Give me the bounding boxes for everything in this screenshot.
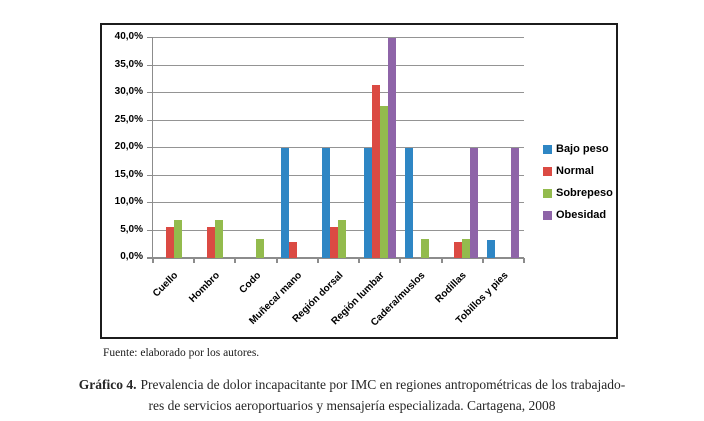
bar-group-1: [153, 37, 194, 258]
bar-sobrepeso: [256, 239, 265, 258]
y-axis-label: 0,0%: [120, 251, 143, 262]
bar-sobrepeso: [379, 106, 388, 258]
bar-normal: [454, 242, 463, 258]
x-axis-tick: [523, 258, 525, 263]
y-axis-label: 40,0%: [114, 31, 143, 42]
plot-area: [147, 37, 525, 263]
caption-line-1: Gráfico 4. Prevalencia de dolor incapacit…: [0, 374, 704, 395]
bar-group-6: [359, 37, 400, 258]
y-axis-label: 30,0%: [114, 86, 143, 97]
bar-normal: [371, 85, 380, 258]
y-axis-label: 25,0%: [114, 113, 143, 125]
bar-group-5: [318, 37, 359, 258]
bar-bajo-peso: [322, 148, 331, 258]
y-axis-labels: 0,0% 5,0% 10,0% 15,0% 20,0% 25,0% 30,0% 35,0% 40…: [102, 31, 143, 262]
y-axis-label: 35,0%: [114, 58, 143, 70]
caption-figure-label: Gráfico 4.: [78, 377, 137, 392]
x-axis-label: Cuello: [151, 270, 181, 300]
bar-bajo-peso: [281, 148, 290, 258]
x-axis-label: Codo: [236, 270, 263, 296]
gridline-20: [153, 147, 524, 148]
legend-item-bajo-peso: Bajo peso: [543, 143, 613, 156]
legend-swatch: [543, 189, 552, 198]
caption-line1-text: Prevalencia de dolor incapacitante por I…: [140, 377, 626, 392]
legend-item-obesidad: Obesidad: [543, 209, 613, 222]
x-axis-tick: [234, 258, 237, 263]
bar-sobrepeso: [214, 220, 223, 258]
bar-normal: [206, 226, 215, 258]
x-axis-tick: [399, 258, 402, 263]
x-axis-labels: Cuello Hombro Codo Muñeca/ mano Región dorsa…: [151, 264, 523, 334]
legend-item-sobrepeso: Sobrepeso: [543, 187, 613, 200]
y-axis-tick: [147, 64, 153, 66]
x-axis-tick: [358, 258, 361, 263]
x-axis-tick: [481, 258, 484, 263]
y-axis-label: 5,0%: [120, 223, 143, 235]
y-axis-tick: [147, 92, 153, 93]
y-axis-tick: [147, 202, 153, 203]
legend-swatch: [543, 167, 552, 176]
y-axis-tick: [147, 229, 153, 231]
caption-line-2: res de servicios aeroportuarios y mensaj…: [148, 398, 556, 413]
bar-group-3: [235, 37, 276, 258]
x-axis-line: [147, 257, 524, 259]
bar-bajo-peso: [363, 148, 372, 258]
bar-group-7: [400, 37, 441, 258]
bar-bajo-peso: [404, 148, 413, 258]
bar-normal: [289, 242, 298, 258]
x-axis-tick: [316, 258, 319, 263]
y-axis-label: 10,0%: [114, 196, 143, 207]
chart-frame: 0,0% 5,0% 10,0% 15,0% 20,0% 25,0% 30,0% 35,0% 40…: [100, 23, 618, 339]
legend-item-normal: Normal: [543, 165, 613, 178]
bar-obesidad: [470, 148, 479, 258]
legend-label: Normal: [556, 165, 594, 177]
bar-sobrepeso: [338, 220, 347, 258]
legend-label: Obesidad: [556, 209, 607, 221]
y-axis-label: 20,0%: [114, 141, 143, 152]
legend-swatch: [543, 211, 552, 220]
gridline-40: [153, 37, 524, 38]
gridline-10: [153, 202, 524, 203]
gridline-15: [153, 174, 524, 176]
gridline-30: [153, 92, 524, 93]
bar-obesidad: [387, 38, 396, 258]
bar-sobrepeso: [173, 220, 182, 258]
legend-label: Sobrepeso: [556, 187, 613, 199]
bar-group-2: [194, 37, 235, 258]
x-axis-label: Hombro: [186, 270, 222, 305]
bar-sobrepeso: [420, 239, 429, 258]
x-axis-tick: [193, 258, 196, 263]
x-axis-tick: [440, 258, 443, 263]
bar-group-8: [442, 37, 483, 258]
bar-normal: [330, 226, 339, 258]
y-axis-label: 15,0%: [114, 168, 143, 180]
y-axis-tick: [147, 174, 153, 176]
bar-bajo-peso: [487, 239, 496, 258]
legend-label: Bajo peso: [556, 143, 609, 155]
bar-sobrepeso: [462, 239, 471, 258]
x-axis-label: Rodillas: [433, 270, 469, 306]
y-axis-tick: [147, 37, 153, 38]
bar-group-9: [483, 37, 524, 258]
x-axis-tick: [152, 258, 154, 263]
x-axis-tick: [275, 258, 278, 263]
gridline-25: [153, 119, 524, 121]
legend-swatch: [543, 145, 552, 154]
y-axis-tick: [147, 147, 153, 148]
bar-obesidad: [511, 148, 520, 258]
bar-group-4: [277, 37, 318, 258]
figure-caption: Gráfico 4. Prevalencia de dolor incapacit…: [0, 374, 704, 416]
bar-normal: [165, 226, 174, 258]
y-axis-tick: [147, 119, 153, 121]
source-note: Fuente: elaborado por los autores.: [103, 347, 260, 359]
legend: Bajo peso Normal Sobrepeso Obesidad: [543, 143, 613, 231]
gridline-35: [153, 64, 524, 66]
